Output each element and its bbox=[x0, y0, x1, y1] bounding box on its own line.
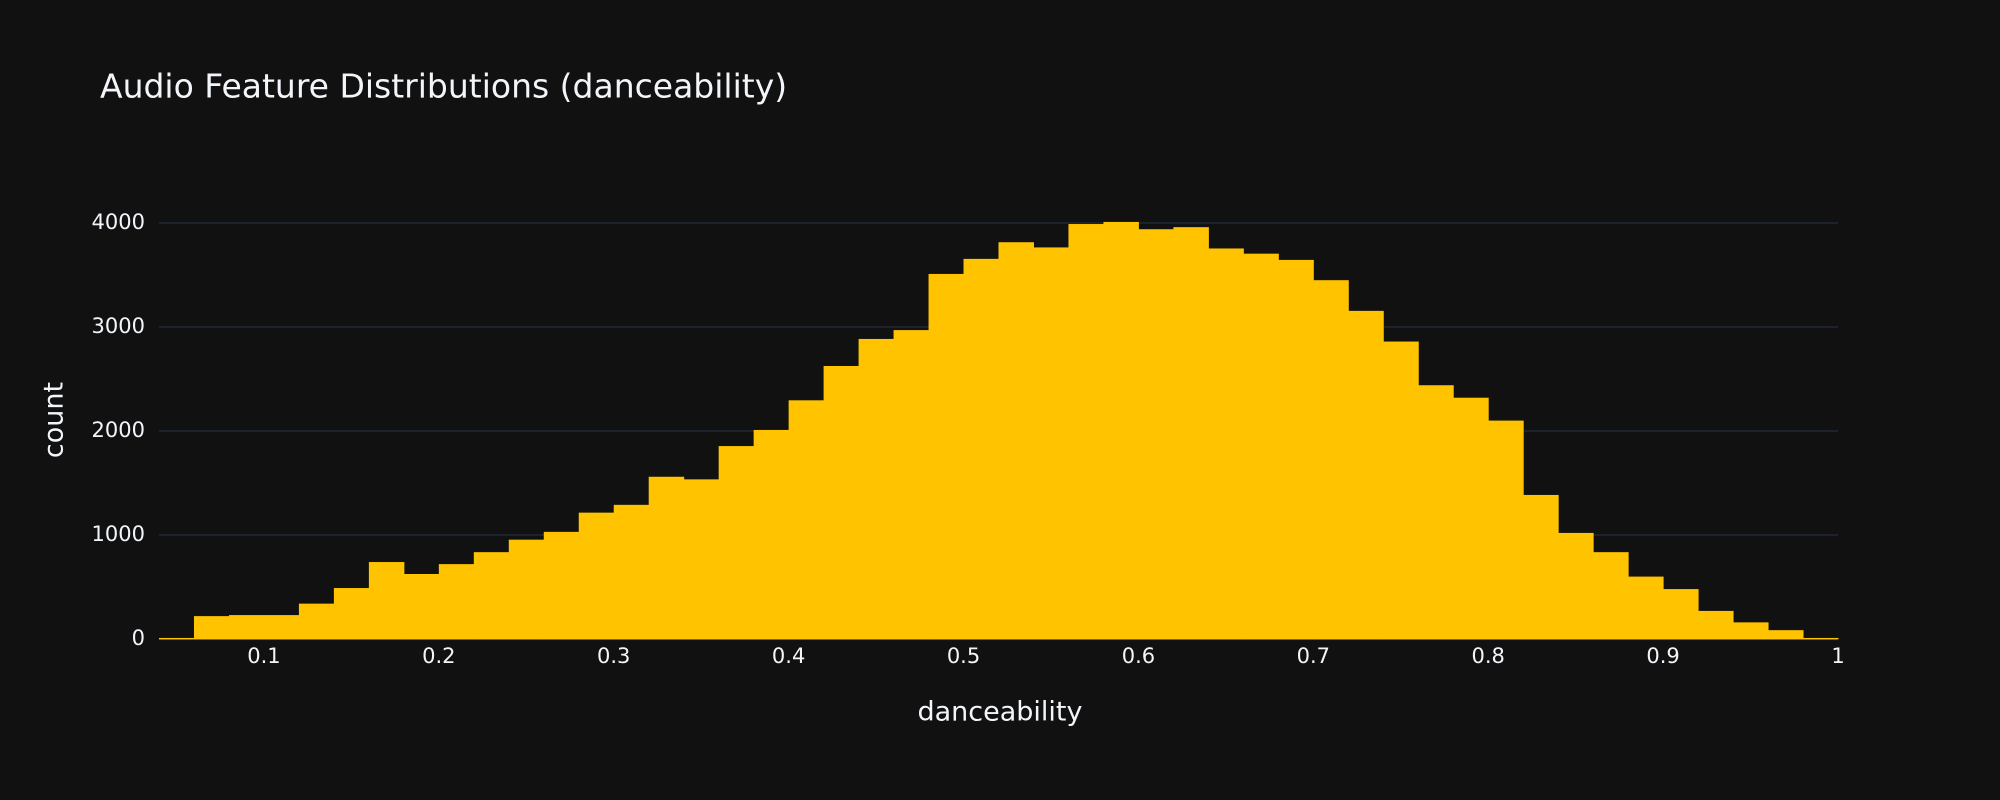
x-tick-label: 0.2 bbox=[422, 644, 455, 668]
bar bbox=[1033, 247, 1069, 640]
bar bbox=[1663, 589, 1699, 639]
bar bbox=[928, 273, 965, 639]
bar bbox=[1103, 221, 1139, 639]
bar bbox=[1348, 310, 1384, 639]
bar bbox=[858, 338, 895, 639]
bar bbox=[753, 429, 790, 639]
y-tick-label: 4000 bbox=[92, 210, 145, 234]
bar bbox=[1593, 552, 1629, 639]
bar bbox=[438, 564, 475, 639]
x-tick-label: 0.9 bbox=[1646, 644, 1679, 668]
bar bbox=[298, 603, 335, 639]
bar bbox=[823, 365, 860, 639]
bar bbox=[1803, 637, 1839, 639]
bar bbox=[1383, 341, 1419, 639]
bar bbox=[683, 479, 720, 639]
x-tick-label: 1 bbox=[1831, 644, 1844, 668]
y-axis-title: count bbox=[39, 382, 70, 458]
bar bbox=[543, 531, 580, 639]
bar bbox=[228, 615, 265, 639]
bar bbox=[473, 552, 510, 639]
bar bbox=[1313, 280, 1349, 639]
bar bbox=[1453, 397, 1489, 639]
bar bbox=[1418, 385, 1454, 639]
bar bbox=[1068, 224, 1104, 639]
x-tick-label: 0.5 bbox=[947, 644, 980, 668]
bar bbox=[963, 258, 999, 639]
x-tick-label: 0.8 bbox=[1472, 644, 1505, 668]
bar bbox=[1138, 229, 1174, 639]
bar bbox=[1173, 227, 1209, 639]
bar bbox=[718, 446, 755, 639]
bar bbox=[1243, 253, 1279, 639]
y-tick-label: 3000 bbox=[92, 314, 145, 338]
bar bbox=[193, 616, 230, 639]
bar bbox=[403, 573, 440, 639]
bar bbox=[1208, 248, 1244, 639]
bar bbox=[508, 539, 545, 639]
x-axis-title: danceability bbox=[917, 697, 1082, 728]
y-tick-label: 0 bbox=[132, 626, 145, 650]
y-tick-label: 1000 bbox=[92, 522, 145, 546]
bar bbox=[1768, 630, 1804, 639]
x-tick-label: 0.7 bbox=[1297, 644, 1330, 668]
bar bbox=[1523, 494, 1559, 639]
bar bbox=[368, 562, 405, 639]
bar bbox=[1558, 532, 1594, 639]
bar bbox=[613, 504, 650, 639]
bar bbox=[1733, 622, 1769, 639]
chart-title: Audio Feature Distributions (danceabilit… bbox=[100, 67, 787, 106]
bar bbox=[333, 588, 370, 639]
bar bbox=[159, 637, 195, 639]
bar bbox=[893, 330, 930, 639]
bar bbox=[1628, 576, 1664, 639]
y-tick-label: 2000 bbox=[92, 418, 145, 442]
x-tick-label: 0.3 bbox=[597, 644, 630, 668]
bar bbox=[998, 242, 1034, 640]
bar bbox=[1488, 420, 1524, 639]
x-tick-label: 0.4 bbox=[772, 644, 805, 668]
bar bbox=[788, 400, 825, 639]
bar bbox=[1698, 610, 1734, 639]
bar bbox=[648, 476, 685, 639]
x-tick-label: 0.1 bbox=[247, 644, 280, 668]
x-tick-label: 0.6 bbox=[1122, 644, 1155, 668]
bar bbox=[263, 615, 300, 639]
bar bbox=[1278, 259, 1314, 639]
bar bbox=[578, 512, 615, 639]
